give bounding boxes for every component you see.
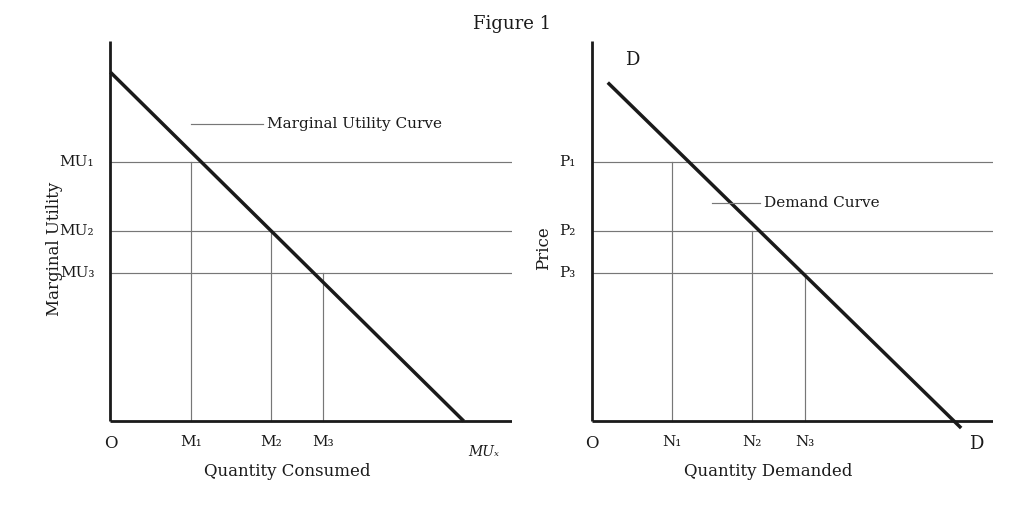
Text: MU₃: MU₃ xyxy=(59,266,94,280)
Text: M₁: M₁ xyxy=(180,435,202,449)
Text: O: O xyxy=(103,435,117,452)
Text: P₁: P₁ xyxy=(559,155,575,169)
Text: Figure 1: Figure 1 xyxy=(473,15,551,33)
Text: Marginal Utility: Marginal Utility xyxy=(46,181,62,316)
Text: O: O xyxy=(585,435,598,452)
Text: M₃: M₃ xyxy=(312,435,334,449)
Text: N₂: N₂ xyxy=(742,435,762,449)
Text: Demand Curve: Demand Curve xyxy=(764,196,880,211)
Text: MU₁: MU₁ xyxy=(59,155,94,169)
Text: N₃: N₃ xyxy=(795,435,814,449)
Text: P₃: P₃ xyxy=(559,266,575,280)
Text: Quantity Demanded: Quantity Demanded xyxy=(684,463,853,480)
Text: Price: Price xyxy=(535,227,552,270)
Text: P₂: P₂ xyxy=(559,224,575,238)
Text: D: D xyxy=(625,51,639,69)
Text: M₂: M₂ xyxy=(260,435,282,449)
Text: MUₓ: MUₓ xyxy=(468,445,499,460)
Text: D: D xyxy=(969,435,984,453)
Text: Marginal Utility Curve: Marginal Utility Curve xyxy=(267,117,442,131)
Text: N₁: N₁ xyxy=(663,435,682,449)
Text: Quantity Consumed: Quantity Consumed xyxy=(204,463,371,480)
Text: MU₂: MU₂ xyxy=(59,224,94,238)
